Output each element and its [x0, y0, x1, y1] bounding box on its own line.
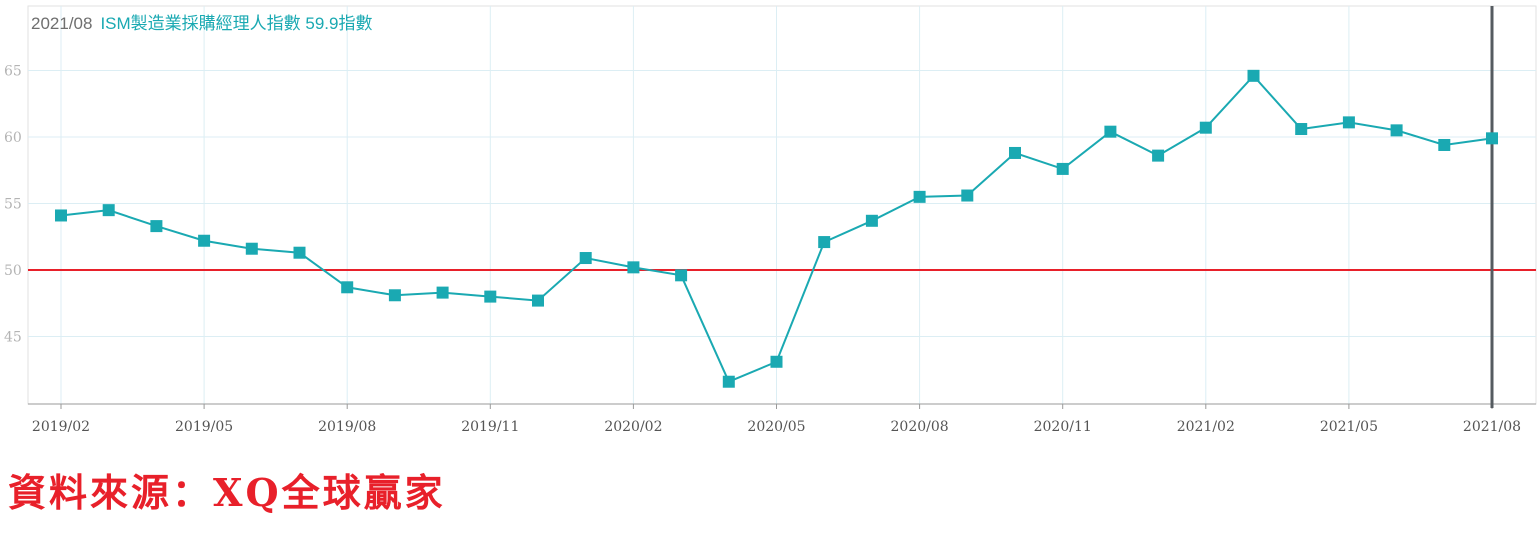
header-date: 2021/08: [31, 14, 93, 33]
y-tick-label: 45: [4, 330, 22, 346]
data-point-marker: [293, 246, 306, 259]
data-point-marker: [913, 190, 926, 203]
chart-area: 45 50 55 60 65 2019/02 2019/05 2019/08 2019/11 20…: [4, 5, 1537, 435]
data-point-marker: [627, 261, 640, 274]
header-series-label: ISM製造業採購經理人指數 59.9指數: [100, 14, 373, 33]
data-point-marker: [532, 294, 544, 307]
data-point-marker: [1390, 124, 1403, 137]
x-tick-label: 2019/02: [32, 419, 90, 435]
data-point-marker: [1342, 116, 1355, 129]
x-tick-label: 2020/05: [747, 419, 805, 435]
data-point-marker: [579, 252, 592, 265]
data-point-marker: [1486, 132, 1498, 145]
data-point-marker: [1295, 123, 1308, 136]
data-point-marker: [55, 209, 67, 222]
data-point-marker: [341, 281, 354, 294]
data-point-marker: [1104, 125, 1117, 138]
data-point-marker: [245, 242, 258, 255]
x-tick-label: 2020/11: [1034, 419, 1092, 435]
y-tick-label: 60: [4, 130, 22, 146]
data-point-marker: [961, 189, 974, 202]
x-tick-label: 2019/08: [318, 419, 376, 435]
data-point-marker: [675, 269, 688, 282]
x-tick-label: 2021/05: [1320, 419, 1378, 435]
x-tick-label: 2020/08: [891, 419, 949, 435]
data-point-marker: [1247, 69, 1260, 82]
x-tick-label: 2021/08: [1463, 419, 1521, 435]
chart-header: 2021/08 ISM製造業採購經理人指數 59.9指數: [31, 9, 373, 34]
data-point-marker: [770, 355, 783, 368]
data-point-marker: [198, 234, 211, 247]
data-point-marker: [1009, 146, 1021, 159]
data-point-marker: [1199, 121, 1212, 134]
y-tick-label: 55: [4, 197, 22, 213]
x-tick-label: 2020/02: [604, 419, 662, 435]
y-tick-label: 65: [4, 64, 22, 80]
data-point-marker: [102, 204, 115, 217]
plot-frame: [27, 5, 1537, 405]
data-point-marker: [436, 286, 449, 299]
data-point-marker: [1438, 138, 1451, 151]
y-tick-label: 50: [4, 263, 22, 279]
data-point-marker: [484, 290, 497, 303]
data-point-marker: [865, 214, 878, 227]
x-tick-label: 2019/11: [461, 419, 519, 435]
data-point-marker: [388, 289, 401, 302]
source-caption: 資料來源：XQ全球贏家: [8, 470, 446, 515]
x-tick-label: 2021/02: [1177, 419, 1235, 435]
line-chart: 45 50 55 60 65 2019/02 2019/05 2019/08 2019/11 20…: [4, 5, 1537, 435]
data-point-marker: [150, 220, 163, 233]
data-point-marker: [722, 375, 735, 388]
x-tick-label: 2019/05: [175, 419, 233, 435]
data-point-marker: [818, 236, 831, 249]
data-point-marker: [1056, 162, 1069, 175]
data-point-marker: [1152, 149, 1165, 162]
